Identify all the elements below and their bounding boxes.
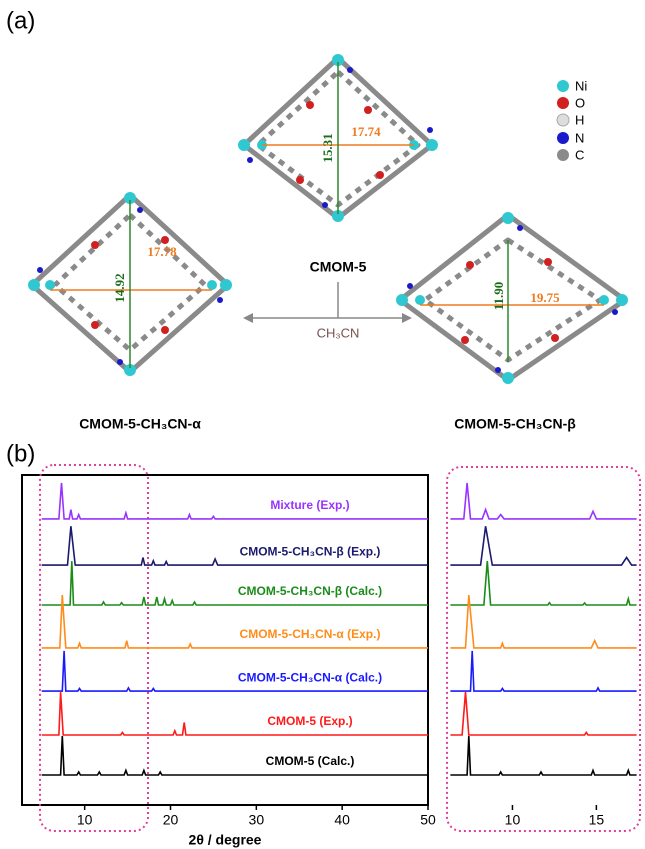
structure-name: CMOM-5 (310, 259, 367, 275)
series-line (42, 483, 428, 519)
reaction-arrow (243, 282, 412, 323)
legend-label: H (575, 112, 584, 127)
structure-name: CMOM-5-CH₃CN-α (79, 416, 201, 432)
structure-cmom-5: 17.74 15.31 (238, 54, 438, 222)
reagent-label: CH₃CN (317, 325, 360, 340)
series-line (42, 692, 428, 735)
series-label: CMOM-5 (Calc.) (266, 754, 355, 768)
distance-label: 14.92 (112, 273, 127, 302)
series-line (450, 483, 636, 519)
series-line (450, 595, 636, 648)
series-label: CMOM-5-CH₃CN-α (Exp.) (240, 627, 381, 641)
structure-alpha: 17.78 14.92 (28, 192, 232, 376)
structure-beta: 19.75 11.90 (396, 212, 628, 384)
distance-label: 17.78 (147, 244, 177, 259)
panel-label: (b) (6, 440, 35, 467)
x-tick-label: 30 (249, 812, 265, 828)
series-line (450, 561, 636, 605)
figure: (a) 17.74 15.31 CMOM-5 17.78 14.92 CMOM-… (0, 0, 645, 849)
panel-label: (a) (6, 7, 35, 34)
legend-label: C (575, 147, 584, 162)
x-tick-label: 20 (163, 812, 179, 828)
series-line (42, 736, 428, 775)
x-axis-label: 2θ / degree (189, 832, 262, 848)
series-line (450, 526, 636, 565)
x-tick-label: 50 (420, 812, 436, 828)
series-line (42, 561, 428, 605)
series-line (450, 736, 636, 775)
distance-label: 17.74 (351, 124, 381, 139)
x-tick-label: 15 (589, 812, 605, 828)
legend-label: O (575, 95, 585, 110)
x-tick-label: 40 (334, 812, 350, 828)
x-tick-label: 10 (77, 812, 93, 828)
structure-name: CMOM-5-CH₃CN-β (454, 416, 576, 432)
series-label: CMOM-5-CH₃CN-α (Calc.) (238, 670, 382, 684)
series-label: CMOM-5-CH₃CN-β (Calc.) (238, 584, 382, 598)
series-label: Mixture (Exp.) (270, 498, 349, 512)
distance-label: 11.90 (491, 282, 506, 311)
distance-label: 19.75 (530, 290, 560, 305)
atom-legend: Ni O H N C (557, 78, 587, 162)
series-label: CMOM-5 (Exp.) (267, 714, 352, 728)
legend-label: Ni (575, 78, 587, 93)
zoom-box (447, 467, 640, 831)
legend-label: N (575, 130, 584, 145)
x-tick-label: 10 (505, 812, 521, 828)
series-line (450, 692, 636, 735)
distance-label: 15.31 (320, 133, 335, 162)
series-line (450, 651, 636, 691)
series-label: CMOM-5-CH₃CN-β (Exp.) (240, 544, 381, 558)
